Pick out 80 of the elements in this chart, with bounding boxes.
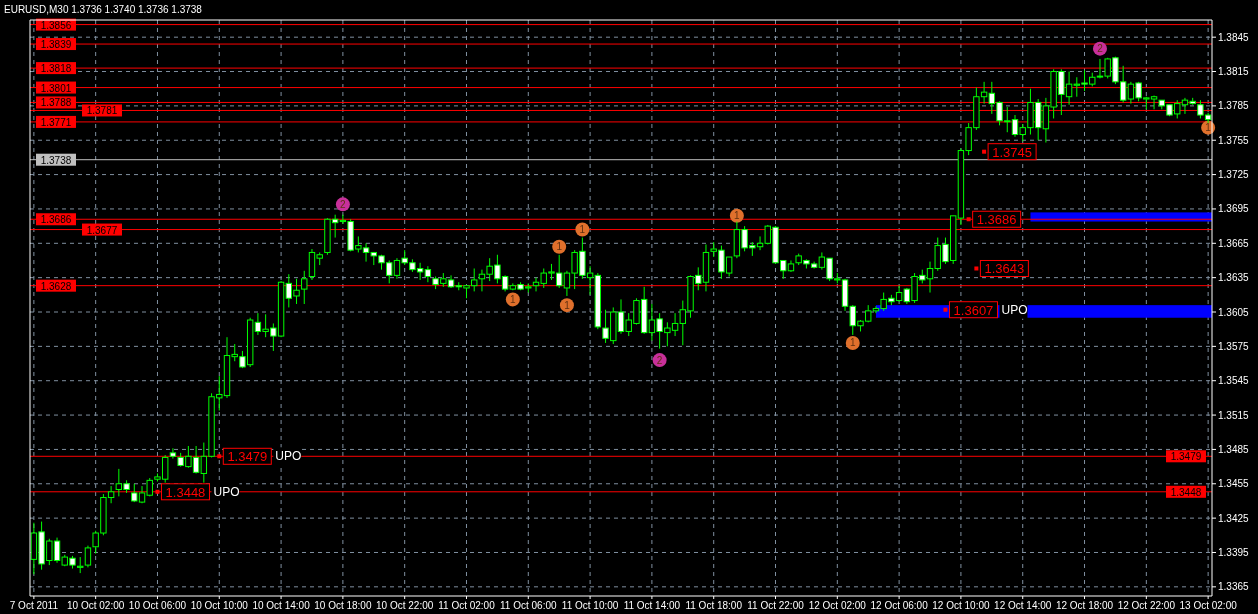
y-tick-label: 1.3845 xyxy=(1218,31,1250,43)
ref-line-label: 1.3479 xyxy=(1170,451,1202,463)
data-label: 1.3745 xyxy=(992,144,1032,160)
candlestick xyxy=(84,545,92,568)
candlestick xyxy=(301,270,308,305)
annotation: 1 xyxy=(579,224,586,236)
x-tick-label: 12 Oct 18:00 xyxy=(1055,600,1114,611)
x-tick-label: 12 Oct 14:00 xyxy=(994,600,1052,611)
ref-line-label: 1.3839 xyxy=(40,39,72,51)
x-tick-label: 11 Oct 02:00 xyxy=(438,600,496,611)
x-tick-label: 10 Oct 14:00 xyxy=(252,600,311,611)
y-tick-label: 1.3395 xyxy=(1218,546,1250,558)
annotation: UPO xyxy=(1001,302,1028,317)
x-tick-label: 10 Oct 22:00 xyxy=(376,600,434,611)
point xyxy=(982,149,987,154)
x-tick-label: 11 Oct 06:00 xyxy=(500,600,557,611)
point xyxy=(155,489,160,494)
y-tick-label: 1.3785 xyxy=(1218,100,1250,112)
ref-line-label: 1.3801 xyxy=(40,82,72,94)
annotation: 1 xyxy=(734,210,741,222)
ref-line-label: 1.3856 xyxy=(40,19,72,31)
x-tick-label: 10 Oct 06:00 xyxy=(128,600,187,611)
y-tick-label: 1.3815 xyxy=(1218,66,1250,78)
annotation: 1 xyxy=(849,337,856,349)
y-tick-label: 1.3695 xyxy=(1218,203,1250,215)
candlestick xyxy=(169,447,177,460)
x-tick-label: 12 Oct 02:00 xyxy=(808,600,867,611)
ref-line-label: 1.3781 xyxy=(86,105,118,117)
x-tick-label: 12 Oct 22:00 xyxy=(1117,600,1176,611)
annotation: 2 xyxy=(1097,43,1104,55)
annotation: 2 xyxy=(656,354,663,366)
annotation: 1 xyxy=(1205,122,1212,134)
annotation: UPO xyxy=(275,449,302,464)
x-tick-label: 7 Oct 2011 xyxy=(9,600,59,611)
point xyxy=(943,307,948,312)
x-tick-label: 10 Oct 18:00 xyxy=(314,600,372,611)
ref-line-label: 1.3448 xyxy=(1170,486,1202,498)
ref-line-label: 1.3818 xyxy=(40,63,72,75)
x-tick-label: 11 Oct 18:00 xyxy=(685,600,743,611)
y-tick-label: 1.3425 xyxy=(1218,512,1250,524)
y-tick-label: 1.3605 xyxy=(1218,306,1250,318)
y-tick-label: 1.3485 xyxy=(1218,443,1250,455)
point xyxy=(217,454,222,459)
data-label: 1.3448 xyxy=(165,484,206,500)
ref-line-label: 1.3771 xyxy=(40,116,72,128)
y-tick-label: 1.3455 xyxy=(1218,478,1250,490)
ref-line-label: 1.3738 xyxy=(40,154,72,166)
y-tick-label: 1.3725 xyxy=(1218,169,1250,181)
data-label: 1.3479 xyxy=(227,449,268,465)
data-label: 1.3686 xyxy=(976,212,1017,228)
annotation: 1 xyxy=(564,299,571,311)
x-tick-label: 11 Oct 14:00 xyxy=(623,600,681,611)
y-tick-label: 1.3755 xyxy=(1218,134,1250,146)
y-tick-label: 1.3545 xyxy=(1218,375,1250,387)
ref-line-label: 1.3686 xyxy=(40,214,72,226)
x-tick-label: 10 Oct 10:00 xyxy=(190,600,249,611)
point xyxy=(966,217,971,222)
y-tick-label: 1.3635 xyxy=(1218,272,1250,284)
chart-title: EURUSD,M30 1.3736 1.3740 1.3736 1.3738 xyxy=(4,4,203,15)
data-label: 1.3607 xyxy=(953,302,994,318)
annotation: 2 xyxy=(340,198,347,210)
y-tick-label: 1.3665 xyxy=(1218,237,1250,249)
x-tick-label: 12 Oct 06:00 xyxy=(870,600,929,611)
ref-line-label: 1.3788 xyxy=(40,97,72,109)
x-tick-label: 11 Oct 22:00 xyxy=(747,600,805,611)
x-tick-label: 11 Oct 10:00 xyxy=(561,600,619,611)
y-tick-label: 1.3515 xyxy=(1218,409,1250,421)
ref-line-label: 1.3677 xyxy=(86,224,118,236)
x-tick-label: 10 Oct 02:00 xyxy=(67,600,125,611)
y-tick-label: 1.3365 xyxy=(1218,581,1250,593)
x-tick-label: 12 Oct 10:00 xyxy=(932,600,990,611)
ref-line-label: 1.3628 xyxy=(40,280,72,292)
candlestick xyxy=(424,265,432,283)
annotation: 1 xyxy=(510,293,517,305)
point xyxy=(974,266,979,271)
data-label: 1.3643 xyxy=(984,261,1025,277)
x-tick-label: 13 Oct 02:00 xyxy=(1179,600,1238,611)
annotation: 1 xyxy=(556,241,563,253)
y-tick-label: 1.3575 xyxy=(1218,340,1250,352)
annotation: UPO xyxy=(213,484,240,499)
